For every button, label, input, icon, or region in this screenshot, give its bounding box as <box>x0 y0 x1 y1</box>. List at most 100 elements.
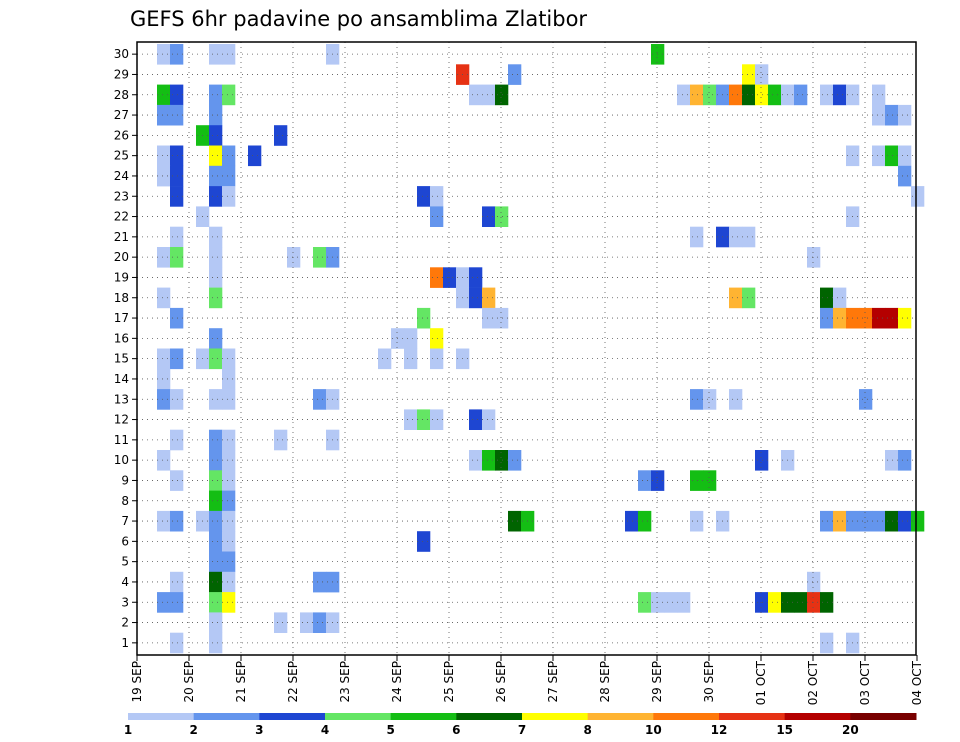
precip-cell <box>742 287 756 309</box>
precip-cell <box>495 84 509 106</box>
y-tick-label: 20 <box>114 250 129 264</box>
precip-cell <box>170 348 184 370</box>
y-tick-label: 11 <box>114 433 129 447</box>
precip-cell <box>807 247 821 268</box>
precip-cell <box>209 551 223 573</box>
precip-cell <box>222 145 236 167</box>
precip-cell <box>170 510 184 532</box>
precip-cell <box>209 612 223 633</box>
precip-cell <box>170 145 184 167</box>
precip-cell <box>287 247 301 268</box>
x-tick-label: 02 OCT <box>806 660 820 705</box>
precip-cell <box>820 510 834 532</box>
precip-cell <box>209 104 223 126</box>
precipitation-cells <box>157 44 925 654</box>
y-tick-label: 13 <box>114 392 129 406</box>
colorbar-label: 1 <box>124 723 132 737</box>
y-tick-label: 3 <box>121 595 129 609</box>
precip-cell <box>898 307 912 329</box>
y-tick-label: 15 <box>114 352 129 366</box>
precip-cell <box>820 592 834 613</box>
colorbar-swatch <box>128 713 195 720</box>
precip-cell <box>820 632 834 654</box>
y-tick-label: 12 <box>114 413 129 427</box>
precip-cell <box>209 510 223 532</box>
precip-cell <box>209 429 223 451</box>
precip-cell <box>872 307 886 329</box>
precip-cell <box>157 510 171 532</box>
precip-cell <box>508 450 522 471</box>
precip-cell <box>690 84 704 106</box>
precip-cell <box>703 470 717 491</box>
precip-cell <box>222 490 236 512</box>
precip-cell <box>417 531 431 552</box>
x-tick-label: 26 SEP <box>494 661 508 703</box>
precip-cell <box>170 165 184 187</box>
precip-cell <box>170 247 184 268</box>
precip-cell <box>664 592 678 613</box>
precip-cell <box>469 450 483 471</box>
precip-cell <box>222 84 236 106</box>
precip-cell <box>690 470 704 491</box>
precip-cell <box>430 267 444 288</box>
colorbar-swatch <box>456 713 523 720</box>
precip-cell <box>209 165 223 187</box>
precip-cell <box>430 348 444 370</box>
precip-cell <box>703 84 717 106</box>
precip-cell <box>469 84 483 106</box>
y-tick-label: 14 <box>114 372 129 386</box>
y-tick-label: 25 <box>114 149 129 163</box>
precip-cell <box>274 612 288 633</box>
precip-cell <box>430 409 444 430</box>
colorbar-label: 6 <box>452 723 460 737</box>
precip-cell <box>222 44 236 65</box>
colorbar-swatch <box>850 713 917 720</box>
precip-cell <box>157 165 171 187</box>
precip-cell <box>469 287 483 309</box>
precip-cell <box>222 470 236 491</box>
precip-cell <box>300 612 314 633</box>
precip-cell <box>898 165 912 187</box>
precip-cell <box>885 145 899 167</box>
precip-cell <box>170 632 184 654</box>
precip-cell <box>729 226 743 248</box>
precip-cell <box>872 145 886 167</box>
precip-cell <box>404 409 418 430</box>
precip-cell <box>807 592 821 613</box>
x-tick-label: 19 SEP <box>130 661 144 703</box>
precip-cell <box>729 84 743 106</box>
colorbar-label: 5 <box>386 723 394 737</box>
precip-cell <box>768 84 782 106</box>
precip-cell <box>170 429 184 451</box>
precip-cell <box>209 226 223 248</box>
x-tick-label: 27 SEP <box>546 661 560 703</box>
y-tick-label: 5 <box>121 555 129 569</box>
y-tick-label: 26 <box>114 128 129 142</box>
precip-cell <box>638 510 652 532</box>
precip-cell <box>222 450 236 471</box>
y-tick-label: 27 <box>114 108 129 122</box>
precip-cell <box>690 510 704 532</box>
precip-cell <box>872 84 886 106</box>
precip-cell <box>833 510 847 532</box>
precip-cell <box>209 287 223 309</box>
precip-cell <box>482 409 496 430</box>
colorbar-label: 12 <box>711 723 728 737</box>
precip-cell <box>911 186 925 207</box>
precip-cell <box>313 612 327 633</box>
precip-cell <box>222 429 236 451</box>
x-tick-label: 24 SEP <box>390 661 404 703</box>
precip-cell <box>170 186 184 207</box>
precip-cell <box>625 510 639 532</box>
y-tick-label: 30 <box>114 47 129 61</box>
precip-cell <box>885 450 899 471</box>
precip-cell <box>807 571 821 593</box>
x-tick-label: 03 OCT <box>858 660 872 705</box>
precip-cell <box>404 328 418 349</box>
precip-cell <box>482 287 496 309</box>
y-tick-label: 6 <box>121 534 129 548</box>
precip-cell <box>742 64 756 85</box>
precip-cell <box>833 307 847 329</box>
precip-cell <box>417 186 431 207</box>
precip-cell <box>859 307 873 329</box>
